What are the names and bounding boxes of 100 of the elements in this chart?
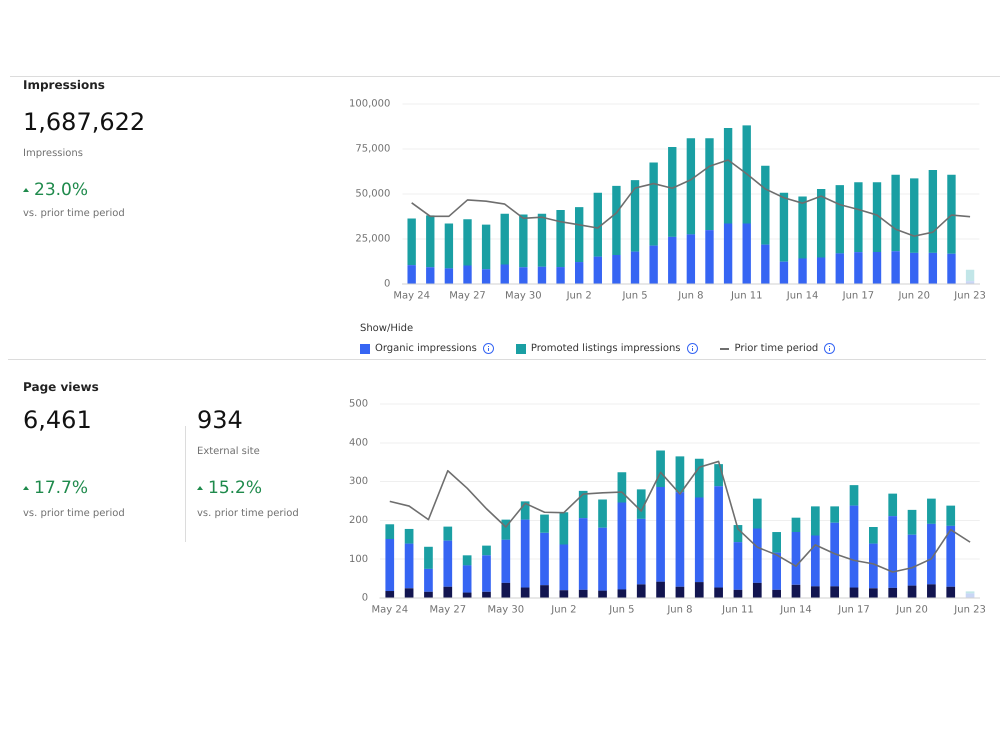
bar (636, 584, 646, 598)
bar (694, 498, 704, 582)
bar (798, 196, 807, 258)
bar (888, 494, 898, 516)
bar (742, 125, 751, 224)
bar (443, 526, 452, 541)
x-tick-label: Jun 23 (953, 290, 986, 302)
bar (636, 518, 646, 584)
bar (810, 536, 820, 586)
bar (500, 214, 509, 265)
bar (556, 267, 565, 284)
y-tick-label: 500 (348, 398, 368, 410)
bar (560, 590, 568, 598)
bar (910, 252, 918, 284)
text: vs. prior time period (23, 208, 125, 219)
bar (705, 138, 714, 230)
bar (850, 588, 858, 598)
bar (656, 487, 665, 582)
bar (462, 592, 472, 598)
bar (908, 510, 916, 535)
bar (538, 266, 546, 284)
bar (556, 210, 565, 268)
legend-title: Show/Hide (360, 323, 414, 334)
bar (850, 485, 858, 506)
bar (578, 518, 588, 590)
bar (482, 224, 490, 270)
x-tick-label: Jun 17 (837, 604, 870, 616)
bar (836, 253, 844, 284)
bar (482, 546, 491, 556)
bar (500, 264, 509, 284)
bar (872, 182, 882, 252)
bar (888, 516, 898, 588)
bar (574, 207, 584, 262)
bar (538, 214, 546, 267)
bar (908, 586, 916, 598)
bar (694, 582, 704, 598)
bar (649, 162, 658, 246)
bar (850, 506, 858, 588)
bar (869, 544, 878, 588)
bar (928, 252, 938, 284)
bar (407, 218, 416, 266)
bar (649, 246, 658, 284)
bar (519, 267, 528, 284)
x-tick-label: Jun 8 (666, 604, 693, 616)
bar (612, 186, 621, 256)
bar (810, 506, 820, 536)
bar (668, 236, 676, 284)
legend-label: Promoted listings impressions (530, 343, 680, 354)
bar (761, 244, 770, 284)
bar (780, 192, 788, 262)
bar (694, 458, 704, 498)
bar (519, 214, 528, 268)
text: 17.7% (34, 478, 88, 498)
y-tick-label: 0 (384, 278, 390, 290)
text: 934 (197, 406, 243, 434)
bar (891, 251, 900, 284)
bar (520, 520, 530, 588)
bar (946, 586, 956, 598)
text: vs. prior time period (23, 508, 125, 519)
text: External site (197, 446, 260, 457)
bar (966, 593, 974, 598)
bar (752, 528, 762, 583)
bar (385, 524, 394, 540)
bar (927, 498, 936, 524)
bar (404, 528, 414, 544)
bar (426, 215, 434, 268)
bar (734, 542, 742, 590)
bar (830, 522, 840, 586)
text: Page views (23, 380, 99, 394)
x-tick-label: May 24 (371, 604, 408, 616)
bar (854, 252, 863, 284)
bar (668, 147, 676, 237)
bar (816, 188, 826, 258)
y-tick-label: 400 (348, 437, 368, 448)
bar (443, 586, 452, 598)
bar (891, 174, 900, 252)
bar (598, 590, 607, 598)
bar (618, 502, 626, 590)
bar (927, 584, 936, 598)
text: 1,687,622 (23, 108, 146, 136)
bar (501, 582, 510, 598)
bar (560, 544, 568, 590)
bar (385, 539, 394, 592)
bar (574, 262, 584, 284)
bar (462, 555, 472, 566)
x-tick-label: Jun 17 (842, 290, 874, 302)
text: 23.0% (34, 180, 88, 200)
bar (443, 540, 452, 587)
x-tick-label: Jun 23 (953, 604, 986, 616)
text: 6,461 (23, 406, 92, 434)
bar (966, 270, 974, 282)
bar (482, 592, 491, 598)
bar (618, 472, 626, 503)
bar (947, 254, 956, 284)
bar (520, 588, 530, 598)
bar (734, 590, 742, 598)
bar (761, 166, 770, 245)
bar (792, 584, 800, 598)
bar (618, 589, 626, 598)
bar (630, 180, 640, 252)
